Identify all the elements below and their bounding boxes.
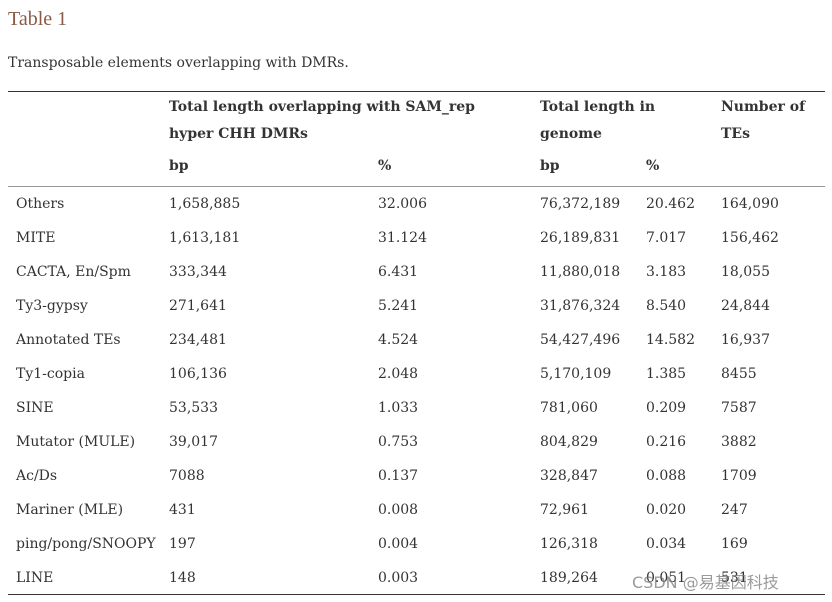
cell-te-type: Annotated TEs [16, 332, 121, 348]
cell-genome-percent: 8.540 [646, 298, 687, 314]
unit-genome-bp: bp [540, 158, 560, 174]
cell-genome-bp: 54,427,496 [540, 332, 621, 348]
cell-overlap-bp: 39,017 [169, 434, 218, 450]
cell-te-type: CACTA, En/Spm [16, 264, 131, 280]
cell-overlap-bp: 197 [169, 536, 196, 552]
cell-genome-bp: 189,264 [540, 570, 598, 586]
table-row: CACTA, En/Spm 333,344 6.431 11,880,018 3.183… [0, 255, 832, 289]
cell-te-count: 18,055 [721, 264, 770, 280]
cell-te-type: Ty3-gypsy [16, 298, 88, 314]
table-row: Ty3-gypsy 271,641 5.241 31,876,324 8.540 24,8… [0, 289, 832, 323]
cell-overlap-percent: 0.008 [378, 502, 419, 518]
cell-te-count: 8455 [721, 366, 757, 382]
header-genome-length: Total length in genome [540, 99, 656, 142]
table-row: Mariner (MLE) 431 0.008 72,961 0.020 247 [0, 493, 832, 527]
table-bottom-rule [8, 594, 825, 595]
cell-genome-percent: 0.034 [646, 536, 687, 552]
cell-genome-bp: 76,372,189 [540, 196, 621, 212]
table-row: Mutator (MULE) 39,017 0.753 804,829 0.216 388… [0, 425, 832, 459]
cell-overlap-percent: 32.006 [378, 196, 427, 212]
cell-te-type: Others [16, 196, 65, 212]
header-te-count: Number of TEs [721, 99, 806, 142]
cell-genome-bp: 328,847 [540, 468, 598, 484]
cell-genome-percent: 0.216 [646, 434, 687, 450]
cell-overlap-percent: 5.241 [378, 298, 419, 314]
cell-te-type: ping/pong/SNOOPY [16, 536, 156, 552]
cell-overlap-percent: 31.124 [378, 230, 427, 246]
table-row: Ac/Ds 7088 0.137 328,847 0.088 1709 [0, 459, 832, 493]
cell-te-count: 531 [721, 570, 748, 586]
cell-overlap-bp: 333,344 [169, 264, 227, 280]
cell-te-count: 3882 [721, 434, 757, 450]
cell-overlap-percent: 2.048 [378, 366, 419, 382]
table-row: Ty1-copia 106,136 2.048 5,170,109 1.385 8455 [0, 357, 832, 391]
cell-genome-percent: 20.462 [646, 196, 695, 212]
cell-te-count: 1709 [721, 468, 757, 484]
cell-genome-bp: 781,060 [540, 400, 598, 416]
cell-overlap-bp: 234,481 [169, 332, 227, 348]
watermark: CSDN @易基因科技 [632, 573, 779, 592]
cell-overlap-bp: 148 [169, 570, 196, 586]
cell-te-type: SINE [16, 400, 54, 416]
cell-genome-bp: 72,961 [540, 502, 589, 518]
cell-te-type: LINE [16, 570, 54, 586]
header-divider [8, 186, 825, 187]
table-row: Others 1,658,885 32.006 76,372,189 20.462 164… [0, 187, 832, 221]
cell-overlap-percent: 0.004 [378, 536, 419, 552]
cell-te-count: 156,462 [721, 230, 779, 246]
unit-overlap-percent: % [378, 158, 392, 174]
cell-overlap-percent: 0.753 [378, 434, 419, 450]
cell-overlap-percent: 0.137 [378, 468, 419, 484]
cell-genome-bp: 31,876,324 [540, 298, 621, 314]
cell-genome-percent: 7.017 [646, 230, 687, 246]
cell-te-count: 247 [721, 502, 748, 518]
cell-genome-bp: 5,170,109 [540, 366, 612, 382]
cell-te-type: Mariner (MLE) [16, 502, 124, 518]
cell-overlap-percent: 6.431 [378, 264, 419, 280]
cell-overlap-bp: 1,613,181 [169, 230, 241, 246]
cell-overlap-percent: 4.524 [378, 332, 419, 348]
cell-genome-percent: 3.183 [646, 264, 687, 280]
cell-overlap-percent: 0.003 [378, 570, 419, 586]
cell-overlap-bp: 53,533 [169, 400, 218, 416]
unit-overlap-bp: bp [169, 158, 189, 174]
header-overlap-length: Total length overlapping with SAM_rep hy… [169, 99, 475, 142]
cell-genome-percent: 1.385 [646, 366, 687, 382]
cell-te-type: Mutator (MULE) [16, 434, 136, 450]
table-row: LINE 148 0.003 189,264 0.051 531 [0, 561, 832, 595]
cell-te-type: Ac/Ds [16, 468, 58, 484]
table-row: SINE 53,533 1.033 781,060 0.209 7587 [0, 391, 832, 425]
cell-overlap-bp: 271,641 [169, 298, 227, 314]
cell-overlap-bp: 7088 [169, 468, 205, 484]
cell-genome-percent: 0.020 [646, 502, 687, 518]
cell-te-count: 169 [721, 536, 748, 552]
cell-te-count: 7587 [721, 400, 757, 416]
cell-overlap-percent: 1.033 [378, 400, 419, 416]
cell-genome-percent: 0.051 [646, 570, 687, 586]
table-caption: Transposable elements overlapping with D… [8, 55, 349, 71]
table-row: Annotated TEs 234,481 4.524 54,427,496 14.58… [0, 323, 832, 357]
table-row: MITE 1,613,181 31.124 26,189,831 7.017 156,46… [0, 221, 832, 255]
cell-genome-bp: 11,880,018 [540, 264, 621, 280]
cell-overlap-bp: 1,658,885 [169, 196, 241, 212]
table-title: Table 1 [8, 8, 68, 30]
unit-genome-percent: % [646, 158, 660, 174]
cell-te-count: 164,090 [721, 196, 779, 212]
cell-genome-percent: 0.209 [646, 400, 687, 416]
cell-genome-bp: 26,189,831 [540, 230, 621, 246]
cell-te-count: 16,937 [721, 332, 770, 348]
cell-genome-bp: 126,318 [540, 536, 598, 552]
cell-genome-bp: 804,829 [540, 434, 598, 450]
cell-te-type: MITE [16, 230, 56, 246]
cell-te-count: 24,844 [721, 298, 770, 314]
table-top-rule [8, 91, 825, 92]
cell-genome-percent: 14.582 [646, 332, 695, 348]
cell-overlap-bp: 431 [169, 502, 196, 518]
cell-te-type: Ty1-copia [16, 366, 85, 382]
table-row: ping/pong/SNOOPY 197 0.004 126,318 0.034 169 [0, 527, 832, 561]
cell-overlap-bp: 106,136 [169, 366, 227, 382]
cell-genome-percent: 0.088 [646, 468, 687, 484]
